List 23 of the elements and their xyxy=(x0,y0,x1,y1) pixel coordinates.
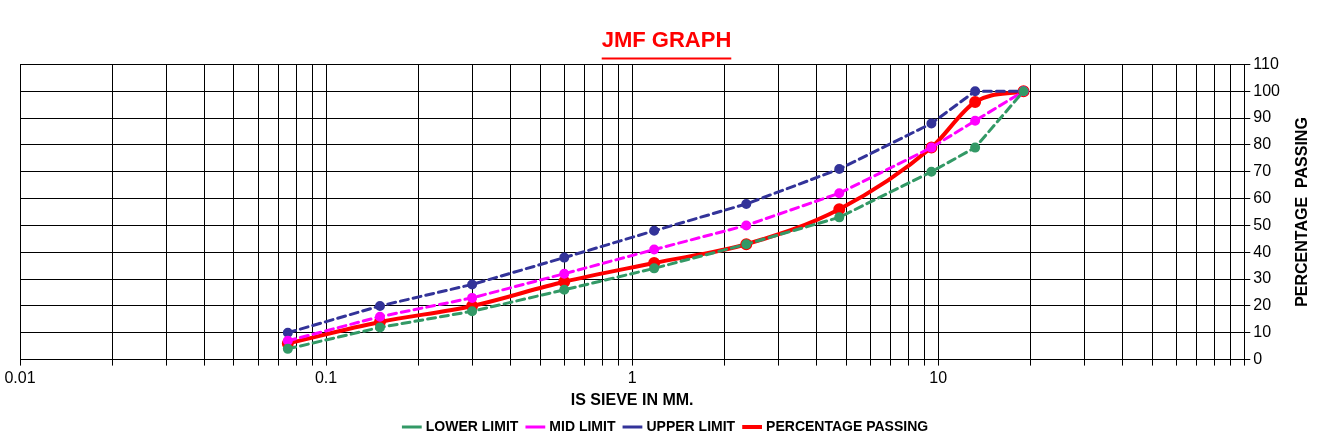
legend-label: UPPER LIMIT xyxy=(646,417,736,434)
y-tick-label: 70 xyxy=(1253,162,1272,180)
y-tick-label: 40 xyxy=(1253,242,1272,260)
x-tick-label: 10 xyxy=(929,368,948,386)
chart-title: JMF GRAPH xyxy=(601,27,732,53)
y-tick-label: 60 xyxy=(1253,188,1272,206)
x-tick-label: 0.01 xyxy=(4,368,36,386)
y-tick-label: 10 xyxy=(1253,323,1272,341)
y-tick-label: 110 xyxy=(1253,54,1279,72)
y-tick-label: 20 xyxy=(1253,296,1272,314)
y-axis-title: PERCENTAGE PASSING xyxy=(1293,117,1311,307)
y-tick-label: 0 xyxy=(1253,350,1263,368)
x-axis-title: IS SIEVE IN MM. xyxy=(570,390,694,408)
y-tick-label: 80 xyxy=(1253,135,1272,153)
y-tick-label: 30 xyxy=(1253,269,1272,287)
x-tick-label: 0.1 xyxy=(314,368,338,386)
y-tick-label: 100 xyxy=(1253,81,1281,99)
legend-label: MID LIMIT xyxy=(549,417,616,434)
x-tick-label: 1 xyxy=(627,368,637,386)
legend-label: LOWER LIMIT xyxy=(425,417,519,434)
y-tick-label: 50 xyxy=(1253,215,1272,233)
legend-label: PERCENTAGE PASSING xyxy=(766,417,929,434)
y-tick-label: 90 xyxy=(1253,108,1272,126)
